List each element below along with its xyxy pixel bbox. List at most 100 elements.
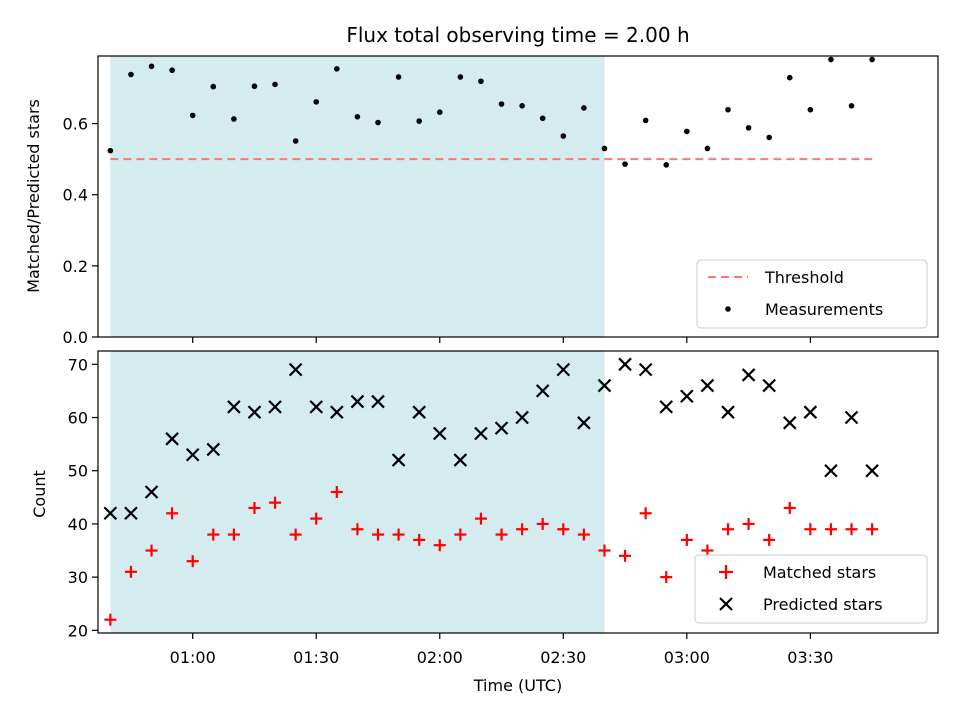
matched-star-point [413,533,426,546]
legend-predicted-label: Predicted stars [763,595,883,614]
predicted-star-point [453,453,468,467]
predicted-star-point [577,416,591,430]
measurement-point [416,118,422,124]
matched-star-point [557,523,570,536]
measurement-point [828,56,834,63]
predicted-star-point [206,442,221,457]
predicted-star-point [782,416,797,430]
measurement-point [128,71,134,78]
top-panel: 0.0 0.2 0.4 0.6 Matched/Predicted stars Thr… [24,55,939,347]
measurement-point [581,105,587,111]
matched-star-point [186,555,199,568]
predicted-star-point [185,447,200,462]
matched-star-point [742,517,755,530]
bottom-y-tick-label: 20 [68,621,88,640]
matched-star-point [372,528,384,541]
legend-matched-label: Matched stars [763,563,876,582]
matched-star-point [227,528,240,541]
matched-star-point [763,533,776,546]
matched-star-point [166,507,179,520]
predicted-star-point [371,394,385,409]
top-axes-frame [97,55,939,338]
matched-star-point [124,565,137,578]
matched-star-point [269,496,282,509]
matched-star-point [804,523,817,536]
measurement-point [807,106,814,113]
bottom-y-axis-label: Count [30,470,49,518]
top-legend: Threshold Measurements [696,259,928,329]
predicted-star-point [865,463,879,478]
predicted-star-point [700,378,715,393]
measurement-point [519,102,525,109]
measurement-point [334,66,340,72]
matched-star-point [619,549,632,562]
predicted-star-point [824,463,838,478]
matched-star-point [783,501,796,514]
legend-measurements-label: Measurements [765,300,883,319]
top-y-tick-label: 0.6 [63,115,88,134]
predicted-star-point [762,378,776,393]
bottom-y-tick-label: 60 [68,409,88,428]
predicted-star-point [124,506,138,521]
predicted-star-point [803,405,818,419]
measurement-point [251,83,258,90]
legend-predicted-swatch [719,597,733,611]
measurement-point [539,115,546,122]
measurement-point [601,145,608,152]
x-axis-label: Time (UTC) [473,676,562,695]
bottom-panel: 20 30 40 50 60 70 01:00 01:30 02:00 02:30 03:00 03… [30,350,939,695]
measurement-point [189,112,196,119]
matched-star-point [824,523,837,536]
matched-star-point [248,501,261,514]
predicted-star-point [350,394,365,409]
matched-star-point [516,523,529,536]
measurement-point [478,78,484,85]
measurement-point [848,102,855,109]
measurement-point [663,162,670,168]
measurement-point [169,67,175,74]
predicted-star-point [309,400,324,414]
matched-star-point [639,507,652,520]
measurement-point [766,134,772,141]
predicted-star-point [103,506,118,521]
predicted-star-point [721,405,735,419]
predicted-star-point [494,421,509,435]
matched-star-point [577,528,590,541]
measurement-point [436,109,443,115]
bottom-y-tick-label: 70 [68,355,88,374]
bottom-y-tick-label: 50 [68,462,88,481]
chart-title: Flux total observing time = 2.00 h [346,23,689,47]
measurement-point [231,116,237,122]
bottom-legend-box [694,554,928,624]
bottom-y-tick-label: 30 [68,568,88,587]
matched-star-point [330,486,343,498]
matched-star-point [454,528,467,541]
matched-star-point [660,571,673,584]
measurement-point [148,63,155,70]
measurement-point [107,147,114,154]
matched-star-point [351,523,364,536]
predicted-star-point [535,384,550,398]
predicted-star-point [288,362,303,377]
legend-matched-swatch [719,565,733,579]
matched-star-point [392,528,405,541]
measurement-point [622,161,628,167]
measurement-point [313,99,320,105]
predicted-star-point [741,368,756,382]
x-tick-label: 01:30 [293,648,339,667]
bottom-y-axis: 20 30 40 50 60 70 [68,355,98,640]
matched-star-point [433,539,446,552]
top-x-ticks [192,337,811,343]
bottom-axes-frame [97,350,939,634]
bottom-legend: Matched stars Predicted stars [694,554,928,624]
predicted-star-point [844,410,859,425]
predicted-star-point [556,362,571,377]
x-tick-label: 01:00 [170,648,216,667]
x-tick-label: 02:30 [540,648,586,667]
predicted-star-point [680,389,694,404]
bottom-shaded-interval [110,351,605,633]
predicted-star-point [165,432,179,446]
predicted-star-point [638,362,653,377]
matched-star-point [104,613,117,626]
